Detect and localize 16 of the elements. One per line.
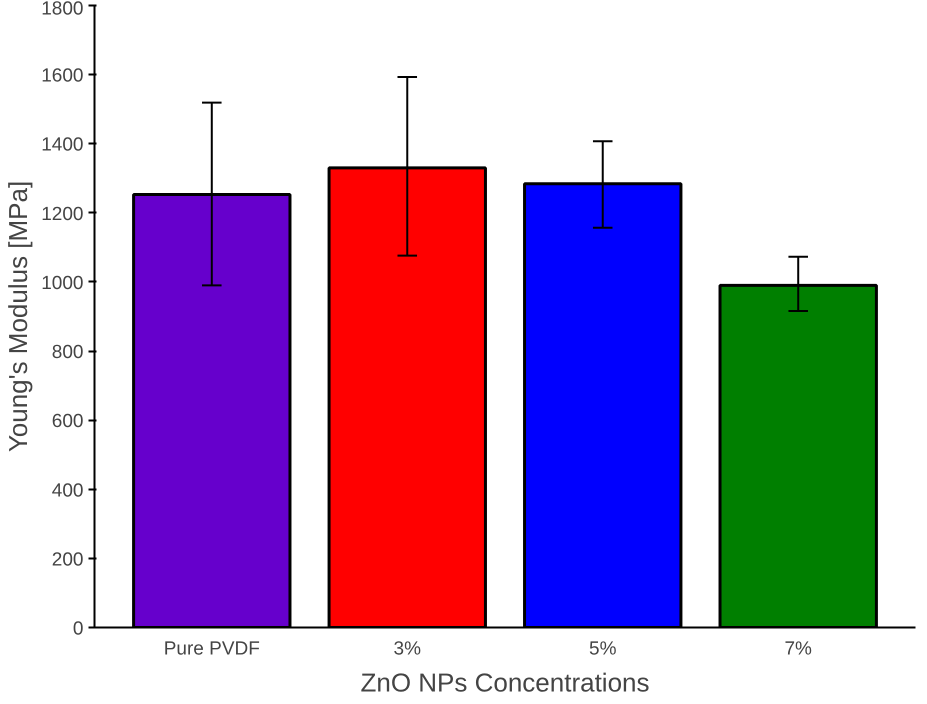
y-tick-label: 1000 xyxy=(41,272,84,294)
x-tick-label: 3% xyxy=(394,638,422,660)
y-tick-label: 1400 xyxy=(41,134,84,156)
x-axis-title: ZnO NPs Concentrations xyxy=(360,668,650,698)
x-tick-label: 7% xyxy=(784,638,812,660)
y-tick-label: 1600 xyxy=(41,66,84,87)
y-tick-label: 200 xyxy=(52,549,84,570)
y-axis-title: Young's Modulus [MPa] xyxy=(3,180,34,452)
y-tick-label: 400 xyxy=(52,480,84,502)
x-tick-label: 5% xyxy=(589,638,617,660)
y-tick-label: 800 xyxy=(52,342,84,364)
y-tick-label: 0 xyxy=(72,618,84,640)
x-tick-label: Pure PVDF xyxy=(164,638,260,660)
y-tick-label: 1200 xyxy=(41,204,84,225)
y-tick-label: 600 xyxy=(52,411,84,432)
y-tick-label: 1800 xyxy=(41,0,84,20)
